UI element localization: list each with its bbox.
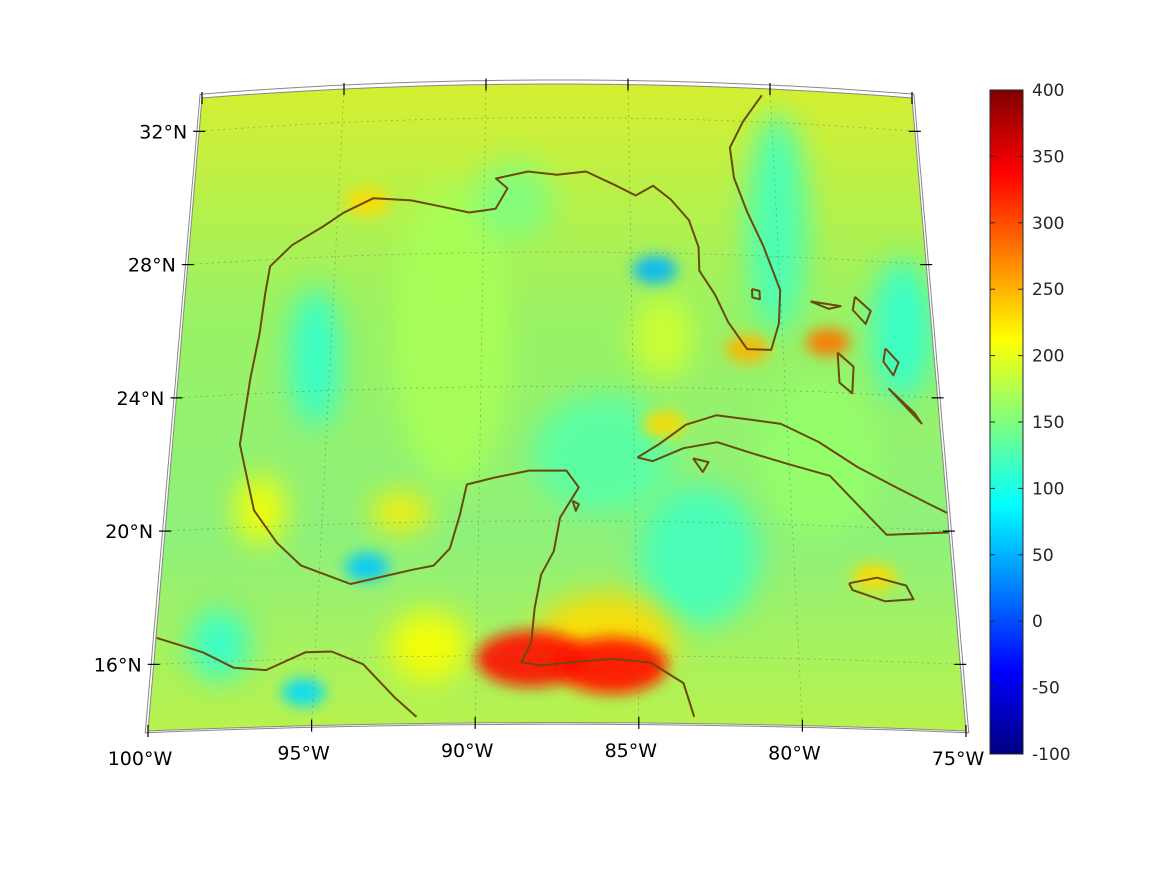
tehuantepec-low [281, 678, 326, 707]
lat-label: 20°N [105, 521, 153, 543]
cuba-north-high [642, 410, 687, 439]
field-anomaly [871, 259, 932, 400]
colorbar-label: 50 [1032, 546, 1054, 566]
meridian-line [474, 84, 487, 723]
field-anomaly [473, 161, 554, 242]
gulf-coast [258, 94, 782, 351]
field-anomaly [533, 393, 674, 514]
field-anomaly [290, 287, 341, 428]
lon-label: 75°W [932, 748, 985, 770]
parallel-line [176, 386, 938, 399]
mexico-coast [238, 333, 580, 643]
field-anomaly [759, 378, 880, 539]
bahamas-abaco [851, 296, 872, 325]
field-anomaly [639, 485, 760, 626]
map-panel: 32°N 28°N 24°N 20°N 16°N 100°W 95°W 90°W 85°W 80… [94, 78, 985, 770]
colorbar-label: 0 [1032, 612, 1043, 632]
lon-label: 85°W [605, 740, 658, 762]
lon-label: 90°W [441, 740, 494, 762]
lat-label: 32°N [139, 121, 187, 143]
lon-label: 100°W [108, 748, 173, 770]
lat-label: 24°N [117, 388, 165, 410]
bahamas-high [805, 328, 850, 357]
west-florida-low [632, 255, 677, 284]
bahamas-exuma [887, 387, 923, 425]
map-frame [144, 79, 970, 734]
field-anomaly [746, 113, 807, 334]
lon-label: 95°W [277, 743, 330, 765]
central-america-coast [520, 641, 696, 718]
field-anomaly [189, 610, 250, 680]
field-anomaly [632, 297, 693, 377]
latitude-labels: 32°N 28°N 24°N 20°N 16°N [94, 121, 187, 676]
parallel-line [153, 655, 961, 665]
isla-cozumel [571, 499, 580, 512]
colorbar-label: 150 [1032, 413, 1064, 433]
meridian-line [311, 88, 345, 726]
longitude-labels: 100°W 95°W 90°W 85°W 80°W 75°W [108, 740, 985, 770]
lat-label: 28°N [128, 255, 176, 277]
bahamas-grand [810, 300, 842, 310]
colorbar-label: 400 [1032, 81, 1064, 101]
field-anomaly [370, 492, 431, 533]
colorbar-label: 300 [1032, 214, 1064, 234]
coastline [155, 94, 966, 718]
lon-label: 80°W [768, 743, 821, 765]
bahamas-andros [836, 351, 855, 395]
jamaica-coast [848, 576, 915, 603]
field-anomaly [235, 475, 286, 546]
lake-okeechobee [751, 288, 761, 301]
meridian-line [627, 84, 640, 723]
colorbar-label: 250 [1032, 280, 1064, 300]
bahamas-eleuthera [882, 347, 900, 377]
colorbar-label: -100 [1032, 745, 1071, 765]
field-anomaly [388, 611, 469, 682]
colorbar-label: -50 [1032, 679, 1060, 699]
data-field-anomalies [189, 113, 932, 707]
colorbar-ramp [989, 89, 1024, 755]
cuba-coast [636, 414, 966, 536]
lat-label: 16°N [94, 654, 142, 676]
colorbar-label: 100 [1032, 479, 1064, 499]
colorbar-label: 200 [1032, 347, 1064, 367]
isla-juventud [692, 457, 710, 473]
colorbar: 400 350 300 250 200 150 100 50 0 -50 -100 [989, 81, 1071, 765]
colorbar-ticks: 400 350 300 250 200 150 100 50 0 -50 -100 [990, 81, 1071, 765]
meridian-line [769, 88, 803, 726]
gulf-of-honduras-high [476, 630, 587, 687]
frame-ticks [147, 78, 967, 737]
colorbar-label: 350 [1032, 147, 1064, 167]
campeche-low [345, 552, 390, 581]
honduras-coast-high [557, 637, 667, 694]
field-anomaly [391, 187, 512, 487]
pacific-coast [155, 636, 418, 718]
